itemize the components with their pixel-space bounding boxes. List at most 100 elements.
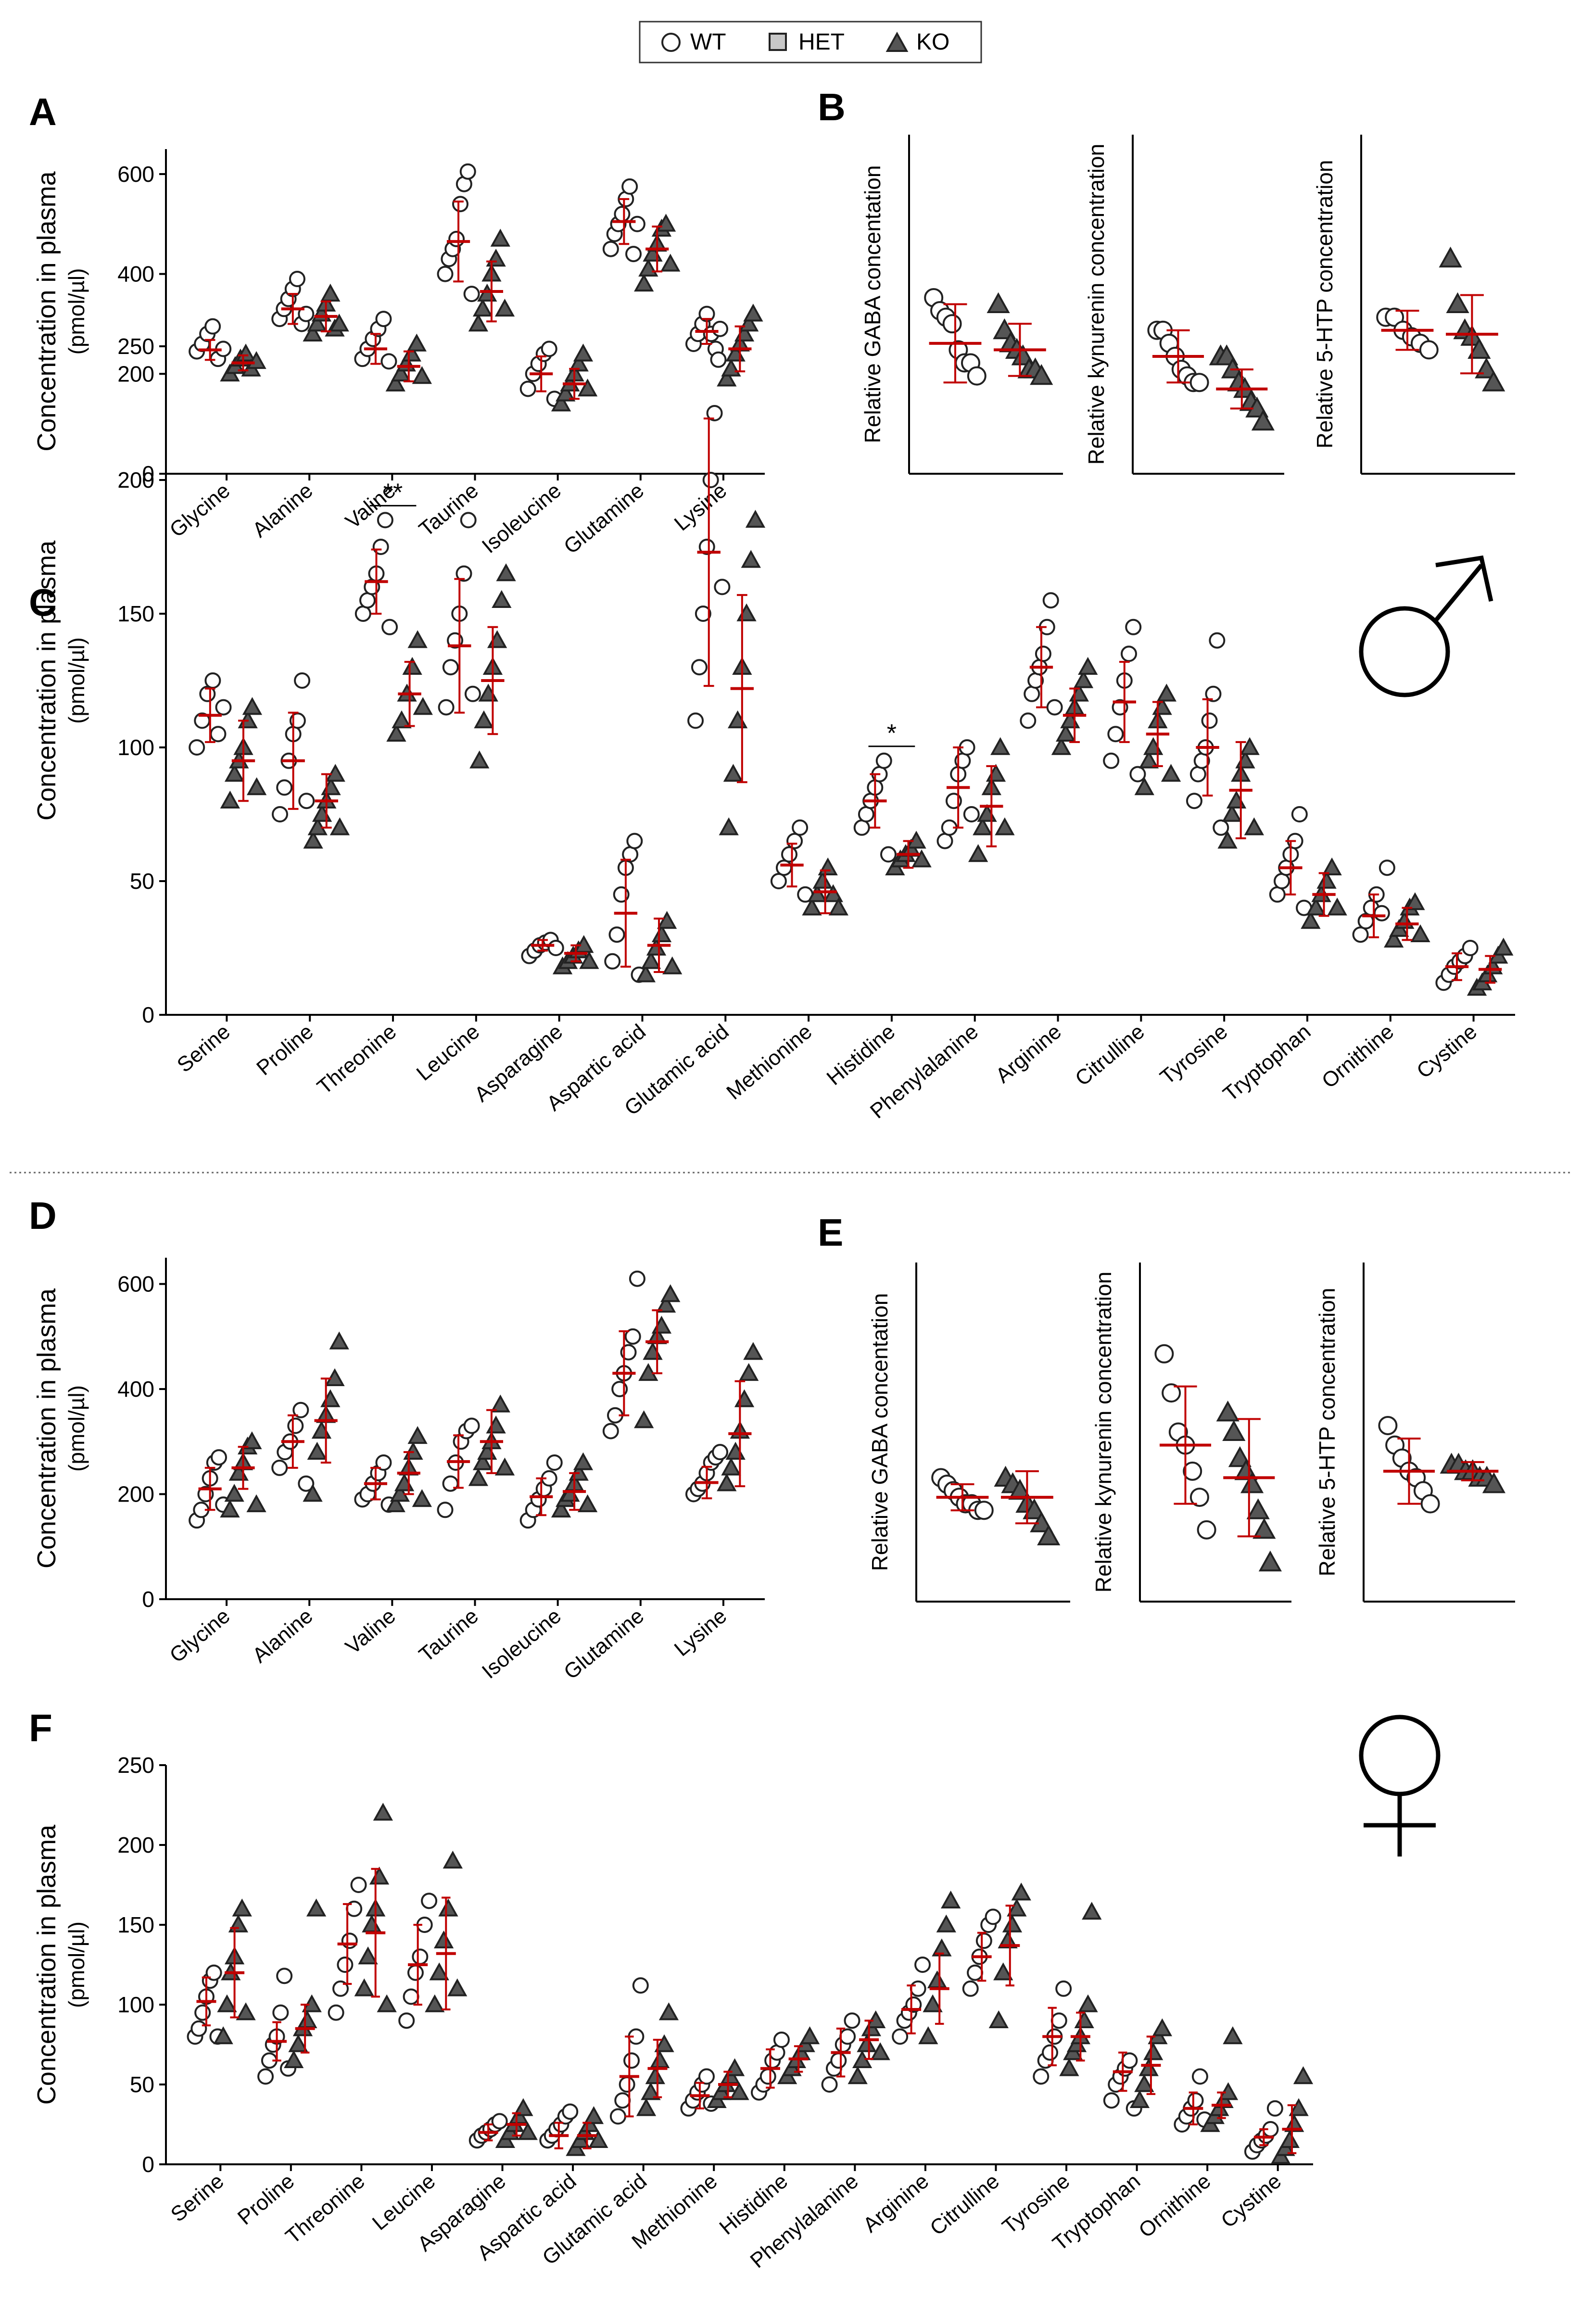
data-point-wt: [547, 940, 564, 956]
data-point-ko: [1482, 1472, 1505, 1493]
data-point-wt: [1273, 873, 1290, 889]
data-point-ko: [918, 2026, 938, 2045]
data-point-wt: [936, 833, 953, 849]
data-point-ko: [577, 379, 598, 397]
data-point-wt: [437, 1502, 454, 1518]
data-point-ko: [392, 710, 412, 729]
data-point-ko: [1258, 1550, 1282, 1572]
data-point-ko: [725, 1441, 746, 1460]
data-point-wt: [448, 230, 465, 247]
data-point-ko: [799, 2026, 820, 2045]
data-point-ko: [412, 1489, 432, 1507]
data-point-wt: [375, 311, 392, 328]
data-point-ko: [369, 1867, 390, 1885]
data-point-ko: [828, 897, 848, 916]
data-point-wt: [1103, 752, 1120, 769]
data-point-ko: [1240, 737, 1260, 755]
data-point-ko: [429, 1962, 449, 1981]
data-point-ko: [373, 1803, 393, 1821]
y-tick-label: 0: [142, 461, 154, 486]
data-point-wt: [541, 341, 557, 357]
data-point-wt: [963, 806, 980, 822]
data-point-ko: [242, 697, 263, 715]
data-point-ko: [1244, 817, 1265, 835]
data-point-ko: [518, 2122, 538, 2140]
data-point-ko: [646, 937, 667, 956]
y-tick-label: 0: [142, 1002, 154, 1027]
data-point-wt: [1385, 307, 1404, 327]
data-point-ko: [228, 1914, 249, 1932]
data-point-wt: [1373, 905, 1390, 922]
data-point-wt: [442, 659, 459, 676]
significance-label: *: [887, 720, 897, 747]
data-point-ko: [727, 710, 748, 729]
data-point-wt: [292, 1402, 309, 1418]
data-point-ko: [1030, 1511, 1053, 1532]
x-tick-label: Proline: [252, 1020, 317, 1080]
data-point-ko: [297, 2010, 317, 2028]
data-point-wt: [1291, 806, 1308, 822]
significance-label: **: [383, 479, 403, 506]
data-point-ko: [468, 1468, 489, 1486]
data-point-wt: [967, 1964, 984, 1981]
data-point-ko: [739, 1363, 759, 1381]
x-tick-label: Leucine: [412, 1020, 484, 1086]
data-point-ko: [660, 1284, 681, 1302]
legend: WT HET KO: [639, 21, 982, 63]
data-point-ko: [1007, 1898, 1027, 1917]
data-point-wt: [1129, 766, 1146, 783]
data-point-ko: [494, 298, 515, 317]
y-tick-label: 200: [117, 1832, 154, 1857]
data-point-wt: [519, 380, 536, 397]
data-point-ko: [1074, 2010, 1094, 2028]
data-point-ko: [1279, 2130, 1300, 2148]
data-point-ko: [486, 1415, 506, 1434]
data-point-ko: [1002, 1914, 1023, 1932]
x-tick-label: Cystine: [1412, 1020, 1481, 1083]
data-point-ko: [402, 657, 422, 675]
x-tick-label: Glycine: [165, 479, 235, 542]
data-point-wt: [190, 2020, 207, 2037]
data-point-ko: [1216, 1401, 1240, 1422]
data-point-wt: [608, 926, 625, 943]
data-point-wt: [858, 806, 874, 822]
data-point-wt: [407, 1964, 424, 1981]
data-point-ko: [923, 1994, 943, 2012]
data-point-ko: [354, 1978, 374, 1996]
data-point-ko: [1306, 897, 1326, 916]
data-point-ko: [818, 857, 838, 875]
data-point-wt: [463, 1417, 480, 1434]
data-point-wt: [1378, 1415, 1398, 1435]
data-point-wt: [1107, 726, 1124, 743]
panel-label: C: [29, 581, 57, 624]
data-point-wt: [1046, 699, 1063, 716]
legend-wt-label: WT: [690, 29, 726, 55]
data-point-ko: [329, 817, 350, 835]
data-point-wt: [257, 2068, 274, 2085]
x-tick-label: Tryptophan: [1219, 1020, 1315, 1106]
data-point-ko: [486, 249, 506, 267]
subplot-3: Relative 5-HTP concentration: [1312, 135, 1515, 475]
data-point-ko: [654, 2034, 674, 2052]
data-point-ko: [320, 1389, 341, 1407]
legend-ko-label: KO: [916, 29, 949, 55]
data-point-ko: [636, 2098, 657, 2116]
data-point-wt: [1024, 685, 1040, 702]
data-point-ko: [224, 1484, 244, 1502]
y-tick-label: 600: [117, 162, 154, 187]
data-point-ko: [1030, 364, 1053, 385]
data-point-ko: [385, 1494, 405, 1513]
data-point-wt: [1213, 819, 1229, 836]
data-point-ko: [490, 1394, 510, 1413]
data-point-ko: [650, 2050, 670, 2068]
data-point-ko: [1134, 2074, 1154, 2092]
data-point-ko: [660, 253, 681, 272]
data-point-wt: [914, 1957, 931, 1973]
data-point-wt: [546, 1454, 563, 1471]
data-point-wt: [773, 2032, 790, 2048]
x-tick-label: Proline: [233, 2169, 299, 2230]
data-point-ko: [641, 951, 661, 969]
data-point-wt: [204, 672, 221, 689]
data-point-ko: [413, 697, 433, 715]
